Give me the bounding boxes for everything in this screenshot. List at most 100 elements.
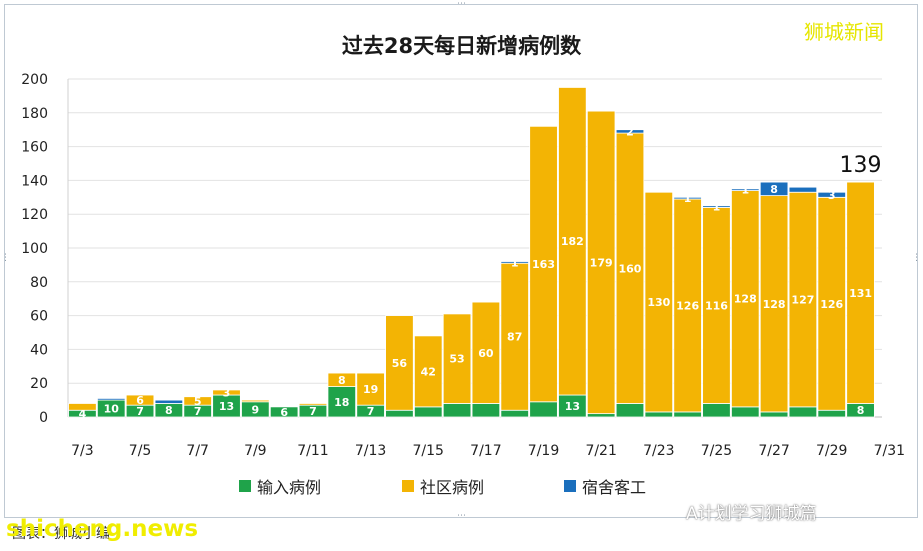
- x-tick-label: 7/21: [585, 443, 616, 459]
- bar-community: [846, 181, 875, 404]
- bar-community: [817, 196, 846, 411]
- bar-community: [500, 262, 529, 411]
- bar-imported: [644, 411, 674, 418]
- bar-value-label: 116: [705, 299, 728, 312]
- y-tick-label: 160: [21, 140, 48, 156]
- x-tick-label: 7/5: [129, 443, 152, 459]
- brand-label: 狮城新闻: [804, 20, 884, 44]
- bar-value-label: 1: [741, 184, 749, 197]
- bar-value-label: 3: [828, 189, 836, 202]
- bar-dormitory: [96, 398, 126, 401]
- resize-handle-right[interactable]: ⋮: [912, 253, 921, 263]
- bar-imported: [327, 386, 357, 418]
- legend-swatch-community: [402, 480, 414, 492]
- resize-handle-left[interactable]: ⋮: [1, 253, 10, 263]
- x-tick-label: 7/31: [874, 443, 905, 459]
- resize-handle-bottom[interactable]: ⋯: [457, 511, 466, 521]
- bar-value-label: 60: [478, 347, 494, 360]
- bar-value-label: 87: [507, 331, 522, 344]
- chart-title: 过去28天每日新增病例数: [341, 34, 582, 58]
- bar-value-label: 128: [734, 293, 757, 306]
- bar-value-label: 5: [194, 395, 202, 408]
- bar-dormitory: [817, 191, 846, 198]
- legend-swatch-imported: [239, 480, 251, 492]
- site-logo-text: shicheng.news: [6, 516, 199, 542]
- x-tick-label: 7/11: [297, 443, 328, 459]
- resize-handle-top[interactable]: ⋯: [457, 0, 466, 9]
- bar-community: [68, 403, 97, 411]
- y-tick-label: 0: [39, 410, 48, 426]
- y-tick-label: 100: [21, 241, 48, 257]
- x-tick-label: 7/27: [758, 443, 789, 459]
- bar-value-label: 126: [820, 298, 843, 311]
- bar-value-label: 128: [763, 298, 786, 311]
- bar-value-label: 3: [223, 386, 231, 399]
- bar-value-label: 8: [857, 404, 865, 417]
- bar-community: [327, 372, 357, 387]
- bar-community: [414, 335, 443, 408]
- legend-label-imported: 输入病例: [257, 478, 322, 497]
- bar-imported: [586, 413, 616, 418]
- bar-community: [125, 394, 155, 406]
- bar-dormitory: [702, 205, 731, 208]
- bar-value-label: 131: [849, 287, 872, 300]
- bar-value-label: 126: [676, 299, 699, 312]
- bar-imported: [269, 406, 299, 418]
- x-tick-label: 7/17: [470, 443, 501, 459]
- bar-imported: [471, 403, 501, 418]
- bar-community: [442, 313, 472, 404]
- total-annotation: 139: [840, 153, 882, 178]
- bar-community: [615, 132, 645, 404]
- y-tick-label: 80: [30, 275, 48, 291]
- legend-item-community: 社区病例: [402, 474, 484, 498]
- bar-imported: [702, 403, 731, 418]
- x-tick-label: 7/15: [413, 443, 444, 459]
- y-tick-label: 200: [21, 72, 48, 88]
- bar-imported: [788, 406, 818, 418]
- bar-community: [673, 198, 702, 413]
- bar-community: [731, 190, 760, 408]
- bar-dormitory: [154, 399, 184, 404]
- bar-value-label: 6: [136, 394, 144, 407]
- bar-community: [298, 403, 328, 406]
- bar-value-label: 127: [791, 294, 814, 307]
- x-tick-label: 7/29: [816, 443, 847, 459]
- bar-value-label: 13: [219, 400, 234, 413]
- x-tick-label: 7/7: [186, 443, 209, 459]
- y-tick-label: 40: [30, 342, 48, 358]
- x-tick-label: 7/13: [355, 443, 386, 459]
- bar-value-label: 160: [619, 262, 642, 275]
- bar-imported: [759, 411, 789, 418]
- x-tick-label: 7/19: [528, 443, 559, 459]
- y-tick-label: 20: [30, 376, 48, 392]
- bar-value-label: 130: [647, 296, 670, 309]
- bar-value-label: 163: [532, 258, 555, 271]
- y-tick-label: 120: [21, 207, 48, 223]
- bar-community: [385, 315, 414, 411]
- bar-dormitory: [615, 129, 645, 134]
- x-tick-label: 7/3: [71, 443, 94, 459]
- bar-community: [586, 110, 616, 415]
- bar-value-label: 9: [252, 403, 260, 416]
- bar-community: [702, 207, 731, 404]
- y-tick-label: 140: [21, 173, 48, 189]
- bar-community: [558, 87, 587, 396]
- bar-value-label: 8: [338, 374, 346, 387]
- bar-value-label: 42: [421, 365, 436, 378]
- bar-value-label: 18: [334, 396, 349, 409]
- bar-imported: [385, 409, 414, 418]
- y-tick-label: 60: [30, 309, 48, 325]
- bar-value-label: 7: [309, 405, 317, 418]
- bar-value-label: 182: [561, 235, 584, 248]
- bar-value-label: 56: [392, 357, 408, 370]
- bar-value-label: 8: [165, 404, 173, 417]
- bar-dormitory: [759, 181, 789, 197]
- bar-imported: [500, 409, 529, 418]
- bar-community: [241, 399, 270, 403]
- bar-community: [212, 389, 241, 396]
- legend-label-community: 社区病例: [420, 478, 485, 497]
- bar-value-label: 6: [280, 406, 288, 419]
- bar-dormitory: [731, 188, 760, 191]
- chart-credit: 图表：狮城小编: [12, 526, 110, 542]
